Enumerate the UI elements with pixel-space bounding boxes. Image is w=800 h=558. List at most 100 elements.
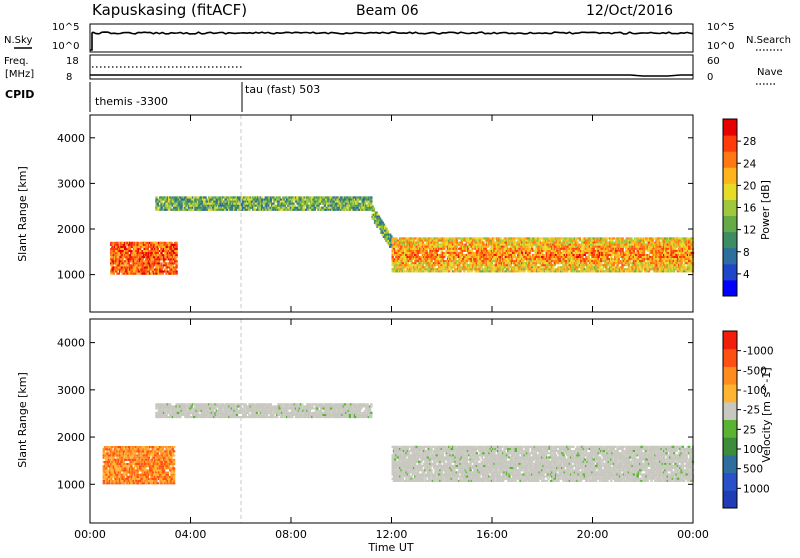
heatmap-cell: [139, 252, 141, 254]
heatmap-cell: [169, 207, 171, 209]
heatmap-cell: [429, 250, 431, 252]
heatmap-cell: [677, 252, 679, 254]
heatmap-cell: [664, 237, 666, 239]
heatmap-cell: [237, 205, 239, 207]
heatmap-cell: [139, 266, 141, 268]
heatmap-cell: [126, 252, 128, 254]
nave-tick-bottom: 0: [707, 72, 713, 83]
heatmap-cell: [675, 268, 677, 270]
heatmap-cell: [413, 264, 415, 266]
heatmap-cell: [422, 270, 424, 272]
heatmap-cell: [434, 262, 436, 264]
heatmap-cell: [520, 270, 522, 272]
heatmap-cell: [653, 262, 655, 264]
heatmap-cell: [437, 244, 439, 246]
heatmap-cell: [593, 237, 595, 239]
heatmap-cell: [623, 270, 625, 272]
heatmap-cell: [621, 258, 623, 260]
heatmap-cell: [542, 266, 544, 268]
heatmap-cell: [437, 242, 439, 244]
heatmap-cell: [370, 201, 372, 203]
heatmap-cell: [447, 268, 449, 270]
heatmap-cell: [645, 237, 647, 239]
heatmap-cell: [600, 250, 602, 252]
heatmap-cell: [113, 273, 115, 275]
heatmap-cell: [216, 196, 218, 198]
heatmap-cell: [358, 203, 360, 205]
heatmap-cell: [657, 258, 659, 260]
heatmap-cell: [555, 242, 557, 244]
heatmap-cell: [158, 262, 160, 264]
heatmap-cell: [649, 266, 651, 268]
heatmap-cell: [174, 203, 176, 205]
heatmap-cell: [621, 248, 623, 250]
heatmap-cell: [628, 244, 630, 246]
heatmap-cell: [395, 237, 397, 239]
heatmap-cell: [507, 262, 509, 264]
heatmap-cell: [130, 264, 132, 266]
heatmap-cell: [527, 266, 529, 268]
heatmap-cell: [134, 252, 136, 254]
heatmap-cell: [314, 207, 316, 209]
heatmap-cell: [611, 246, 613, 248]
heatmap-cell: [596, 254, 598, 256]
heatmap-cell: [115, 254, 117, 256]
heatmap-cell: [544, 268, 546, 270]
heatmap-cell: [383, 224, 385, 226]
heatmap-cell: [665, 242, 667, 244]
heatmap-cell: [138, 262, 140, 264]
heatmap-cell: [590, 264, 592, 266]
heatmap-cell: [403, 268, 405, 270]
heatmap-cell: [306, 203, 308, 205]
heatmap-cell: [420, 256, 422, 258]
nsky-label: N.Sky: [4, 35, 32, 46]
heatmap-cell: [402, 250, 404, 252]
heatmap-cell: [226, 203, 228, 205]
heatmap-cell: [277, 203, 279, 205]
heatmap-cell: [414, 268, 416, 270]
heatmap-cell: [142, 264, 144, 266]
heatmap-cell: [577, 266, 579, 268]
heatmap-cell: [527, 244, 529, 246]
freq-tick-top: 18: [66, 56, 79, 67]
heatmap-cell: [643, 254, 645, 256]
heatmap-cell: [441, 270, 443, 272]
heatmap-cell: [477, 250, 479, 252]
heatmap-cell: [507, 268, 509, 270]
heatmap-cell: [585, 262, 587, 264]
heatmap-cell: [680, 246, 682, 248]
heatmap-cell: [649, 246, 651, 248]
heatmap-cell: [544, 248, 546, 250]
heatmap-cell: [389, 246, 391, 248]
heatmap-cell: [338, 207, 340, 209]
heatmap-cell: [618, 266, 620, 268]
heatmap-cell: [613, 237, 615, 239]
heatmap-cell: [444, 252, 446, 254]
heatmap-cell: [502, 244, 504, 246]
heatmap-cell: [152, 271, 154, 273]
heatmap-cell: [147, 242, 149, 244]
heatmap-cell: [576, 258, 578, 260]
heatmap-cell: [375, 212, 377, 214]
heatmap-cell: [462, 258, 464, 260]
heatmap-cell: [387, 232, 389, 234]
heatmap-cell: [414, 262, 416, 264]
heatmap-cell: [266, 203, 268, 205]
heatmap-cell: [443, 256, 445, 258]
heatmap-cell: [402, 254, 404, 256]
heatmap-cell: [654, 242, 656, 244]
heatmap-cell: [437, 264, 439, 266]
heatmap-cell: [380, 224, 382, 226]
heatmap-cell: [658, 240, 660, 242]
heatmap-cell: [663, 264, 665, 266]
heatmap-cell: [650, 237, 652, 239]
heatmap-cell: [427, 268, 429, 270]
heatmap-cell: [500, 248, 502, 250]
heatmap-cell: [255, 201, 257, 203]
heatmap-cell: [523, 256, 525, 258]
heatmap-cell: [657, 252, 659, 254]
heatmap-cell: [541, 250, 543, 252]
heatmap-cell: [138, 271, 140, 273]
heatmap-cell: [667, 254, 669, 256]
heatmap-cell: [559, 240, 561, 242]
